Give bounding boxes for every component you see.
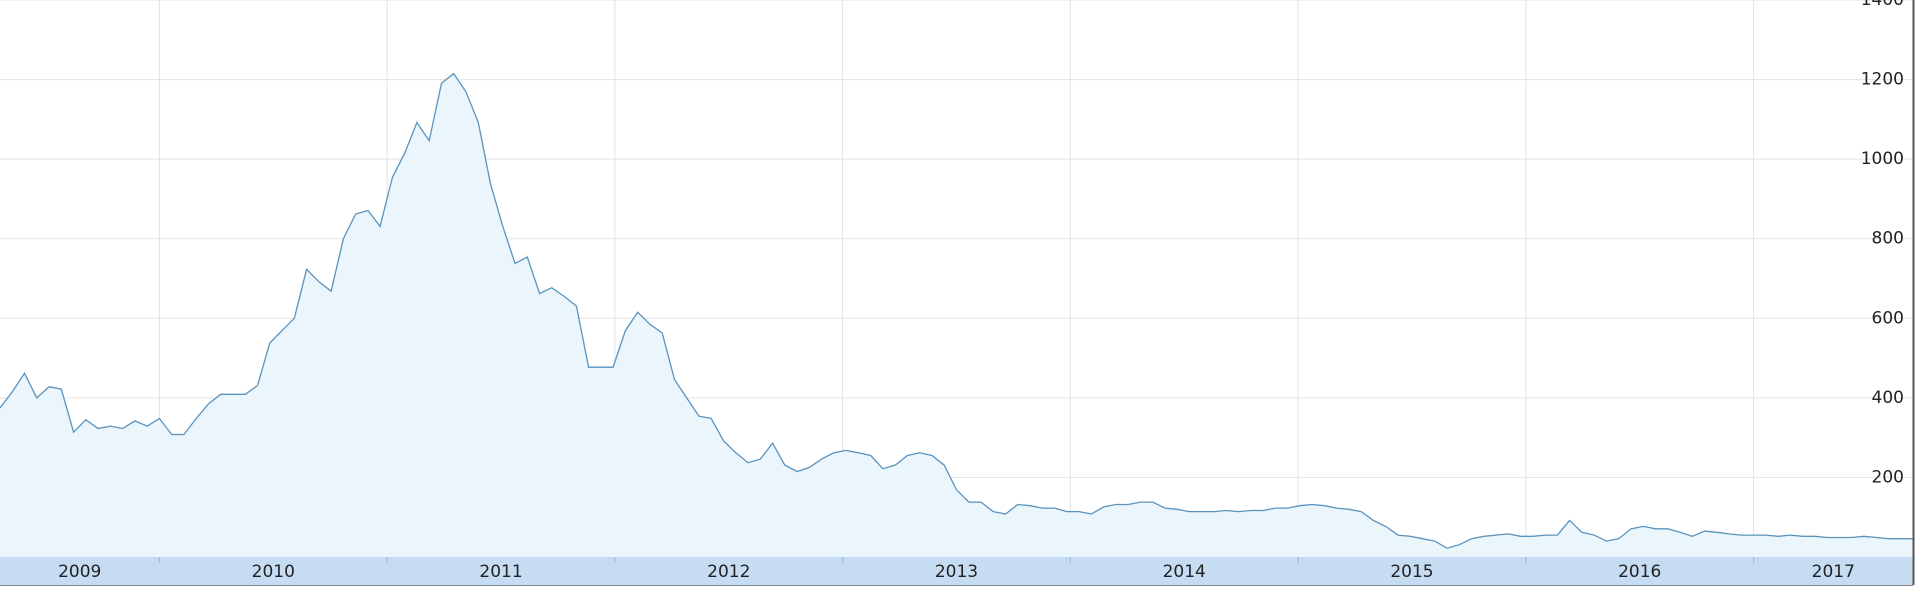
x-tick-label: 2016 <box>1618 562 1661 582</box>
x-tick-label: 2009 <box>58 562 101 582</box>
y-tick-label: 1200 <box>1861 70 1904 90</box>
y-tick-label: 1000 <box>1861 149 1904 169</box>
x-tick-label: 2011 <box>479 562 522 582</box>
x-tick-label: 2010 <box>252 562 295 582</box>
y-tick-label: 200 <box>1872 467 1904 487</box>
x-axis-band <box>0 557 1913 585</box>
y-tick-label: 800 <box>1872 229 1904 249</box>
x-tick-label: 2015 <box>1390 562 1433 582</box>
area <box>0 73 1913 557</box>
line <box>0 72 1913 549</box>
y-tick-label: 1400 <box>1861 0 1904 10</box>
y-tick-label: 400 <box>1872 388 1904 408</box>
y-tick-label: 600 <box>1872 308 1904 328</box>
x-tick-label: 2013 <box>935 562 978 582</box>
x-tick-label: 2014 <box>1163 562 1206 582</box>
x-tick-label: 2017 <box>1812 562 1855 582</box>
x-tick-label: 2012 <box>707 562 750 582</box>
